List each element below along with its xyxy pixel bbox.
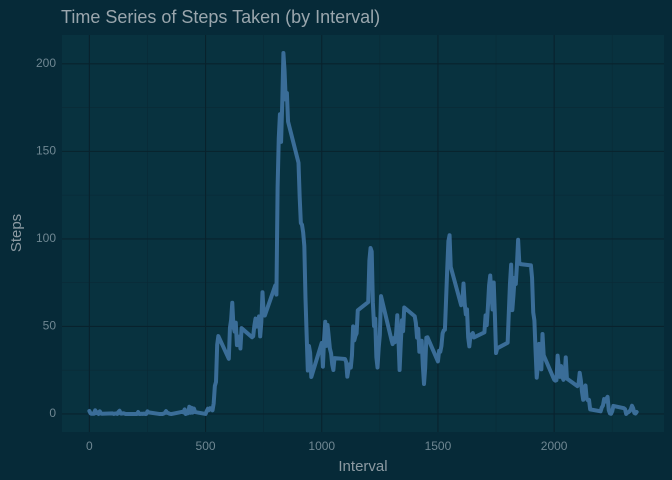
y-axis-label: Steps <box>8 214 25 252</box>
x-tick-label: 1500 <box>425 439 452 453</box>
y-tick-label: 0 <box>49 406 56 420</box>
x-tick-label: 500 <box>196 439 216 453</box>
x-tick-label: 2000 <box>541 439 568 453</box>
x-tick-label: 1000 <box>308 439 335 453</box>
y-tick-label: 100 <box>36 231 56 245</box>
y-tick-label: 150 <box>36 144 56 158</box>
plot-panel <box>62 35 664 432</box>
y-tick-label: 50 <box>43 319 57 333</box>
x-axis-label: Interval <box>338 458 387 475</box>
x-tick-label: 0 <box>86 439 93 453</box>
y-tick-label: 200 <box>36 56 56 70</box>
chart-title: Time Series of Steps Taken (by Interval) <box>61 7 380 27</box>
series-line <box>87 51 639 416</box>
